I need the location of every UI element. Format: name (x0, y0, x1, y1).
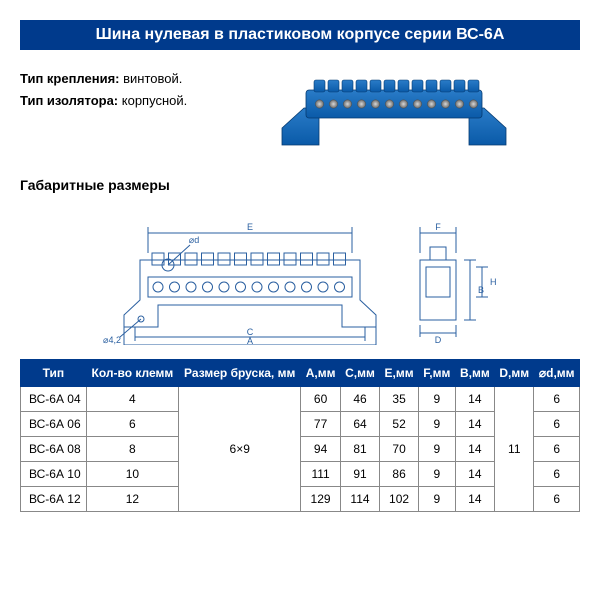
dim-label-d: D (435, 335, 442, 345)
table-cell: 14 (455, 462, 494, 487)
table-cell: 9 (418, 387, 455, 412)
dim-label-e: E (247, 222, 253, 232)
table-cell: 14 (455, 387, 494, 412)
dim-heading: Габаритные размеры (20, 177, 580, 193)
table-cell: 70 (380, 437, 419, 462)
table-row: ВС-6А 0446×9604635914116 (21, 387, 580, 412)
table-cell: 6 (534, 412, 580, 437)
table-cell: ВС-6А 10 (21, 462, 87, 487)
top-section: Тип крепления: винтовой. Тип изолятора: … (20, 68, 580, 153)
table-cell: 14 (455, 487, 494, 512)
table-head: Тип Кол-во клемм Размер бруска, мм А,мм … (21, 360, 580, 387)
table-cell: 11 (495, 387, 534, 512)
table-cell: 9 (418, 462, 455, 487)
diagram-svg: E C A ⌀d ⌀4,2 F B H D (90, 205, 510, 345)
spec-block: Тип крепления: винтовой. Тип изолятора: … (20, 68, 187, 112)
col-c: С,мм (340, 360, 379, 387)
product-illustration (207, 68, 580, 153)
col-type: Тип (21, 360, 87, 387)
spec-mount-value: винтовой. (123, 71, 182, 86)
table-cell: 111 (301, 462, 340, 487)
table-cell: 6 (534, 487, 580, 512)
table-cell: 77 (301, 412, 340, 437)
table-cell: ВС-6А 12 (21, 487, 87, 512)
table-cell: 12 (86, 487, 178, 512)
page-title: Шина нулевая в пластиковом корпусе серии… (20, 20, 580, 50)
table-cell: 35 (380, 387, 419, 412)
spec-mount: Тип крепления: винтовой. (20, 68, 187, 90)
table-cell: 9 (418, 487, 455, 512)
col-barsize: Размер бруска, мм (179, 360, 301, 387)
table-cell: 6 (534, 462, 580, 487)
table-cell: 81 (340, 437, 379, 462)
col-dd: ⌀d,мм (534, 360, 580, 387)
table-cell: 10 (86, 462, 178, 487)
table-cell: 94 (301, 437, 340, 462)
table-cell: ВС-6А 06 (21, 412, 87, 437)
spec-insulator-value: корпусной. (122, 93, 187, 108)
dim-diagram: E C A ⌀d ⌀4,2 F B H D (20, 205, 580, 345)
dim-label-h: H (490, 277, 497, 287)
table-cell: 14 (455, 412, 494, 437)
col-d: D,мм (495, 360, 534, 387)
table-cell: 6 (86, 412, 178, 437)
table-cell: 46 (340, 387, 379, 412)
table-cell: 9 (418, 412, 455, 437)
table-cell: 6×9 (179, 387, 301, 512)
table-body: ВС-6А 0446×9604635914116ВС-6А 0667764529… (21, 387, 580, 512)
dim-table: Тип Кол-во клемм Размер бруска, мм А,мм … (20, 359, 580, 512)
table-cell: 8 (86, 437, 178, 462)
dim-label-hole: ⌀4,2 (103, 335, 121, 345)
table-cell: 9 (418, 437, 455, 462)
table-cell: 91 (340, 462, 379, 487)
table-cell: 6 (534, 437, 580, 462)
table-cell: 4 (86, 387, 178, 412)
dim-label-a: A (247, 336, 253, 345)
spec-insulator-label: Тип изолятора: (20, 93, 118, 108)
col-e: Е,мм (380, 360, 419, 387)
table-cell: 86 (380, 462, 419, 487)
table-cell: ВС-6А 04 (21, 387, 87, 412)
table-cell: 102 (380, 487, 419, 512)
product-svg (264, 68, 524, 153)
table-cell: 60 (301, 387, 340, 412)
spec-mount-label: Тип крепления: (20, 71, 120, 86)
table-cell: 129 (301, 487, 340, 512)
dim-label-b: B (478, 285, 484, 295)
table-header-row: Тип Кол-во клемм Размер бруска, мм А,мм … (21, 360, 580, 387)
table-cell: ВС-6А 08 (21, 437, 87, 462)
table-cell: 114 (340, 487, 379, 512)
table-cell: 14 (455, 437, 494, 462)
table-cell: 64 (340, 412, 379, 437)
dim-label-f: F (435, 222, 441, 232)
dim-label-d-diam: ⌀d (189, 235, 199, 245)
col-a: А,мм (301, 360, 340, 387)
spec-insulator: Тип изолятора: корпусной. (20, 90, 187, 112)
col-terminals: Кол-во клемм (86, 360, 178, 387)
table-cell: 52 (380, 412, 419, 437)
col-f: F,мм (418, 360, 455, 387)
table-cell: 6 (534, 387, 580, 412)
col-b: В,мм (455, 360, 494, 387)
